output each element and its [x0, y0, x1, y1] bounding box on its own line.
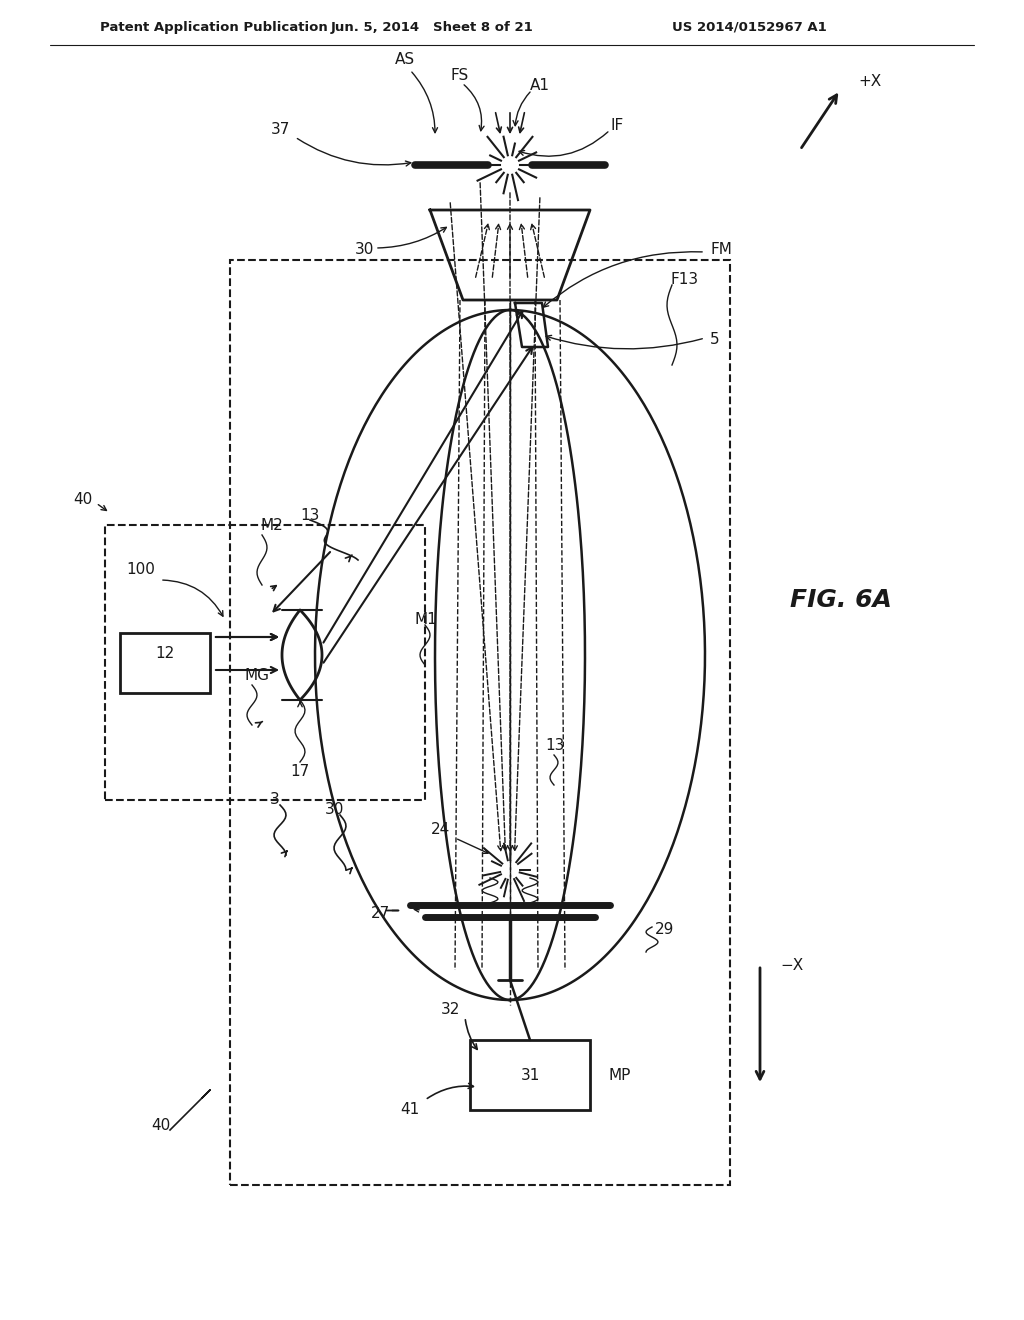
Text: 29: 29 [655, 923, 675, 937]
Text: Jun. 5, 2014   Sheet 8 of 21: Jun. 5, 2014 Sheet 8 of 21 [331, 21, 534, 33]
Text: +X: +X [858, 74, 882, 90]
Text: 13: 13 [300, 507, 319, 523]
Text: AS: AS [395, 53, 415, 67]
Text: M1: M1 [415, 612, 437, 627]
Text: Patent Application Publication: Patent Application Publication [100, 21, 328, 33]
Text: A1: A1 [530, 78, 550, 92]
Text: 37: 37 [270, 123, 290, 137]
Text: −X: −X [780, 957, 803, 973]
Bar [120, 634, 210, 693]
Text: IF: IF [610, 117, 624, 132]
Text: 41: 41 [400, 1102, 420, 1118]
Text: MP: MP [608, 1068, 631, 1082]
Text: M2: M2 [260, 517, 283, 532]
Text: US 2014/0152967 A1: US 2014/0152967 A1 [672, 21, 826, 33]
Text: FS: FS [451, 67, 469, 82]
Text: MG: MG [245, 668, 270, 682]
Bar [470, 1040, 590, 1110]
Bar [230, 260, 730, 1185]
Text: 3: 3 [270, 792, 280, 808]
Text: 30: 30 [326, 803, 345, 817]
Text: 24: 24 [430, 822, 450, 837]
Text: 17: 17 [291, 764, 309, 780]
Text: 13: 13 [546, 738, 564, 752]
Bar [105, 525, 425, 800]
Text: 30: 30 [355, 243, 375, 257]
Text: 40: 40 [151, 1118, 170, 1133]
Text: FIG. 6A: FIG. 6A [790, 587, 892, 612]
Text: 31: 31 [520, 1068, 540, 1082]
Text: F13: F13 [670, 272, 698, 288]
Text: 27: 27 [371, 906, 390, 920]
Text: 32: 32 [440, 1002, 460, 1018]
Text: 100: 100 [126, 562, 155, 578]
Text: 40: 40 [74, 492, 93, 507]
Text: FM: FM [710, 243, 732, 257]
Text: 5: 5 [710, 333, 720, 347]
Text: 12: 12 [156, 647, 175, 661]
